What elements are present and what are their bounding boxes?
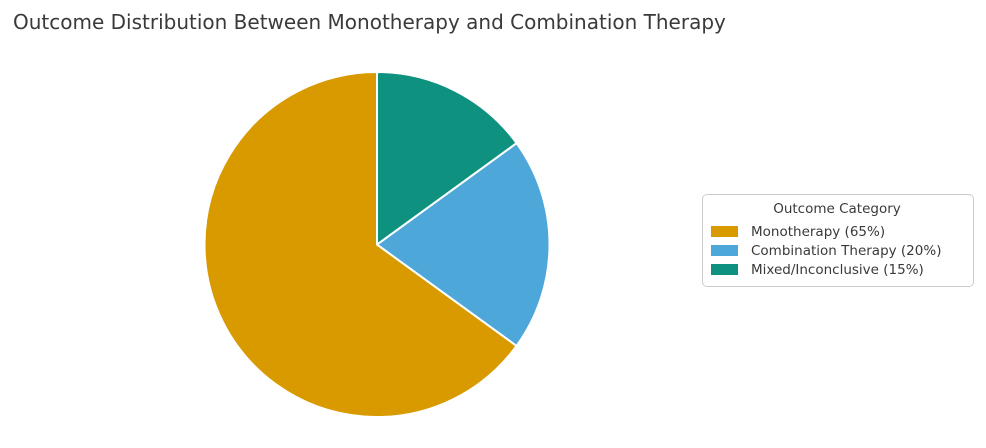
legend-label-combination-therapy: Combination Therapy (20%) bbox=[751, 242, 942, 259]
legend-swatch-monotherapy bbox=[711, 226, 738, 237]
legend-swatch-combination-therapy bbox=[711, 245, 738, 256]
legend-item-monotherapy: Monotherapy (65%) bbox=[711, 222, 963, 241]
legend-title: Outcome Category bbox=[773, 201, 901, 217]
legend-label-mixed-inconclusive: Mixed/Inconclusive (15%) bbox=[751, 261, 924, 278]
pie-slices bbox=[203, 71, 551, 418]
legend-item-combination-therapy: Combination Therapy (20%) bbox=[711, 241, 963, 260]
legend-box: Outcome Category Monotherapy (65%) Combi… bbox=[702, 194, 974, 287]
legend-item-mixed-inconclusive: Mixed/Inconclusive (15%) bbox=[711, 260, 963, 279]
pie-slice-combination-therapy bbox=[376, 142, 551, 347]
chart-title: Outcome Distribution Between Monotherapy… bbox=[13, 10, 726, 34]
legend-swatch-mixed-inconclusive bbox=[711, 264, 738, 275]
pie-slice-mixed-inconclusive bbox=[376, 71, 518, 246]
legend-label-monotherapy: Monotherapy (65%) bbox=[751, 223, 886, 240]
pie-slice-monotherapy bbox=[203, 71, 518, 418]
